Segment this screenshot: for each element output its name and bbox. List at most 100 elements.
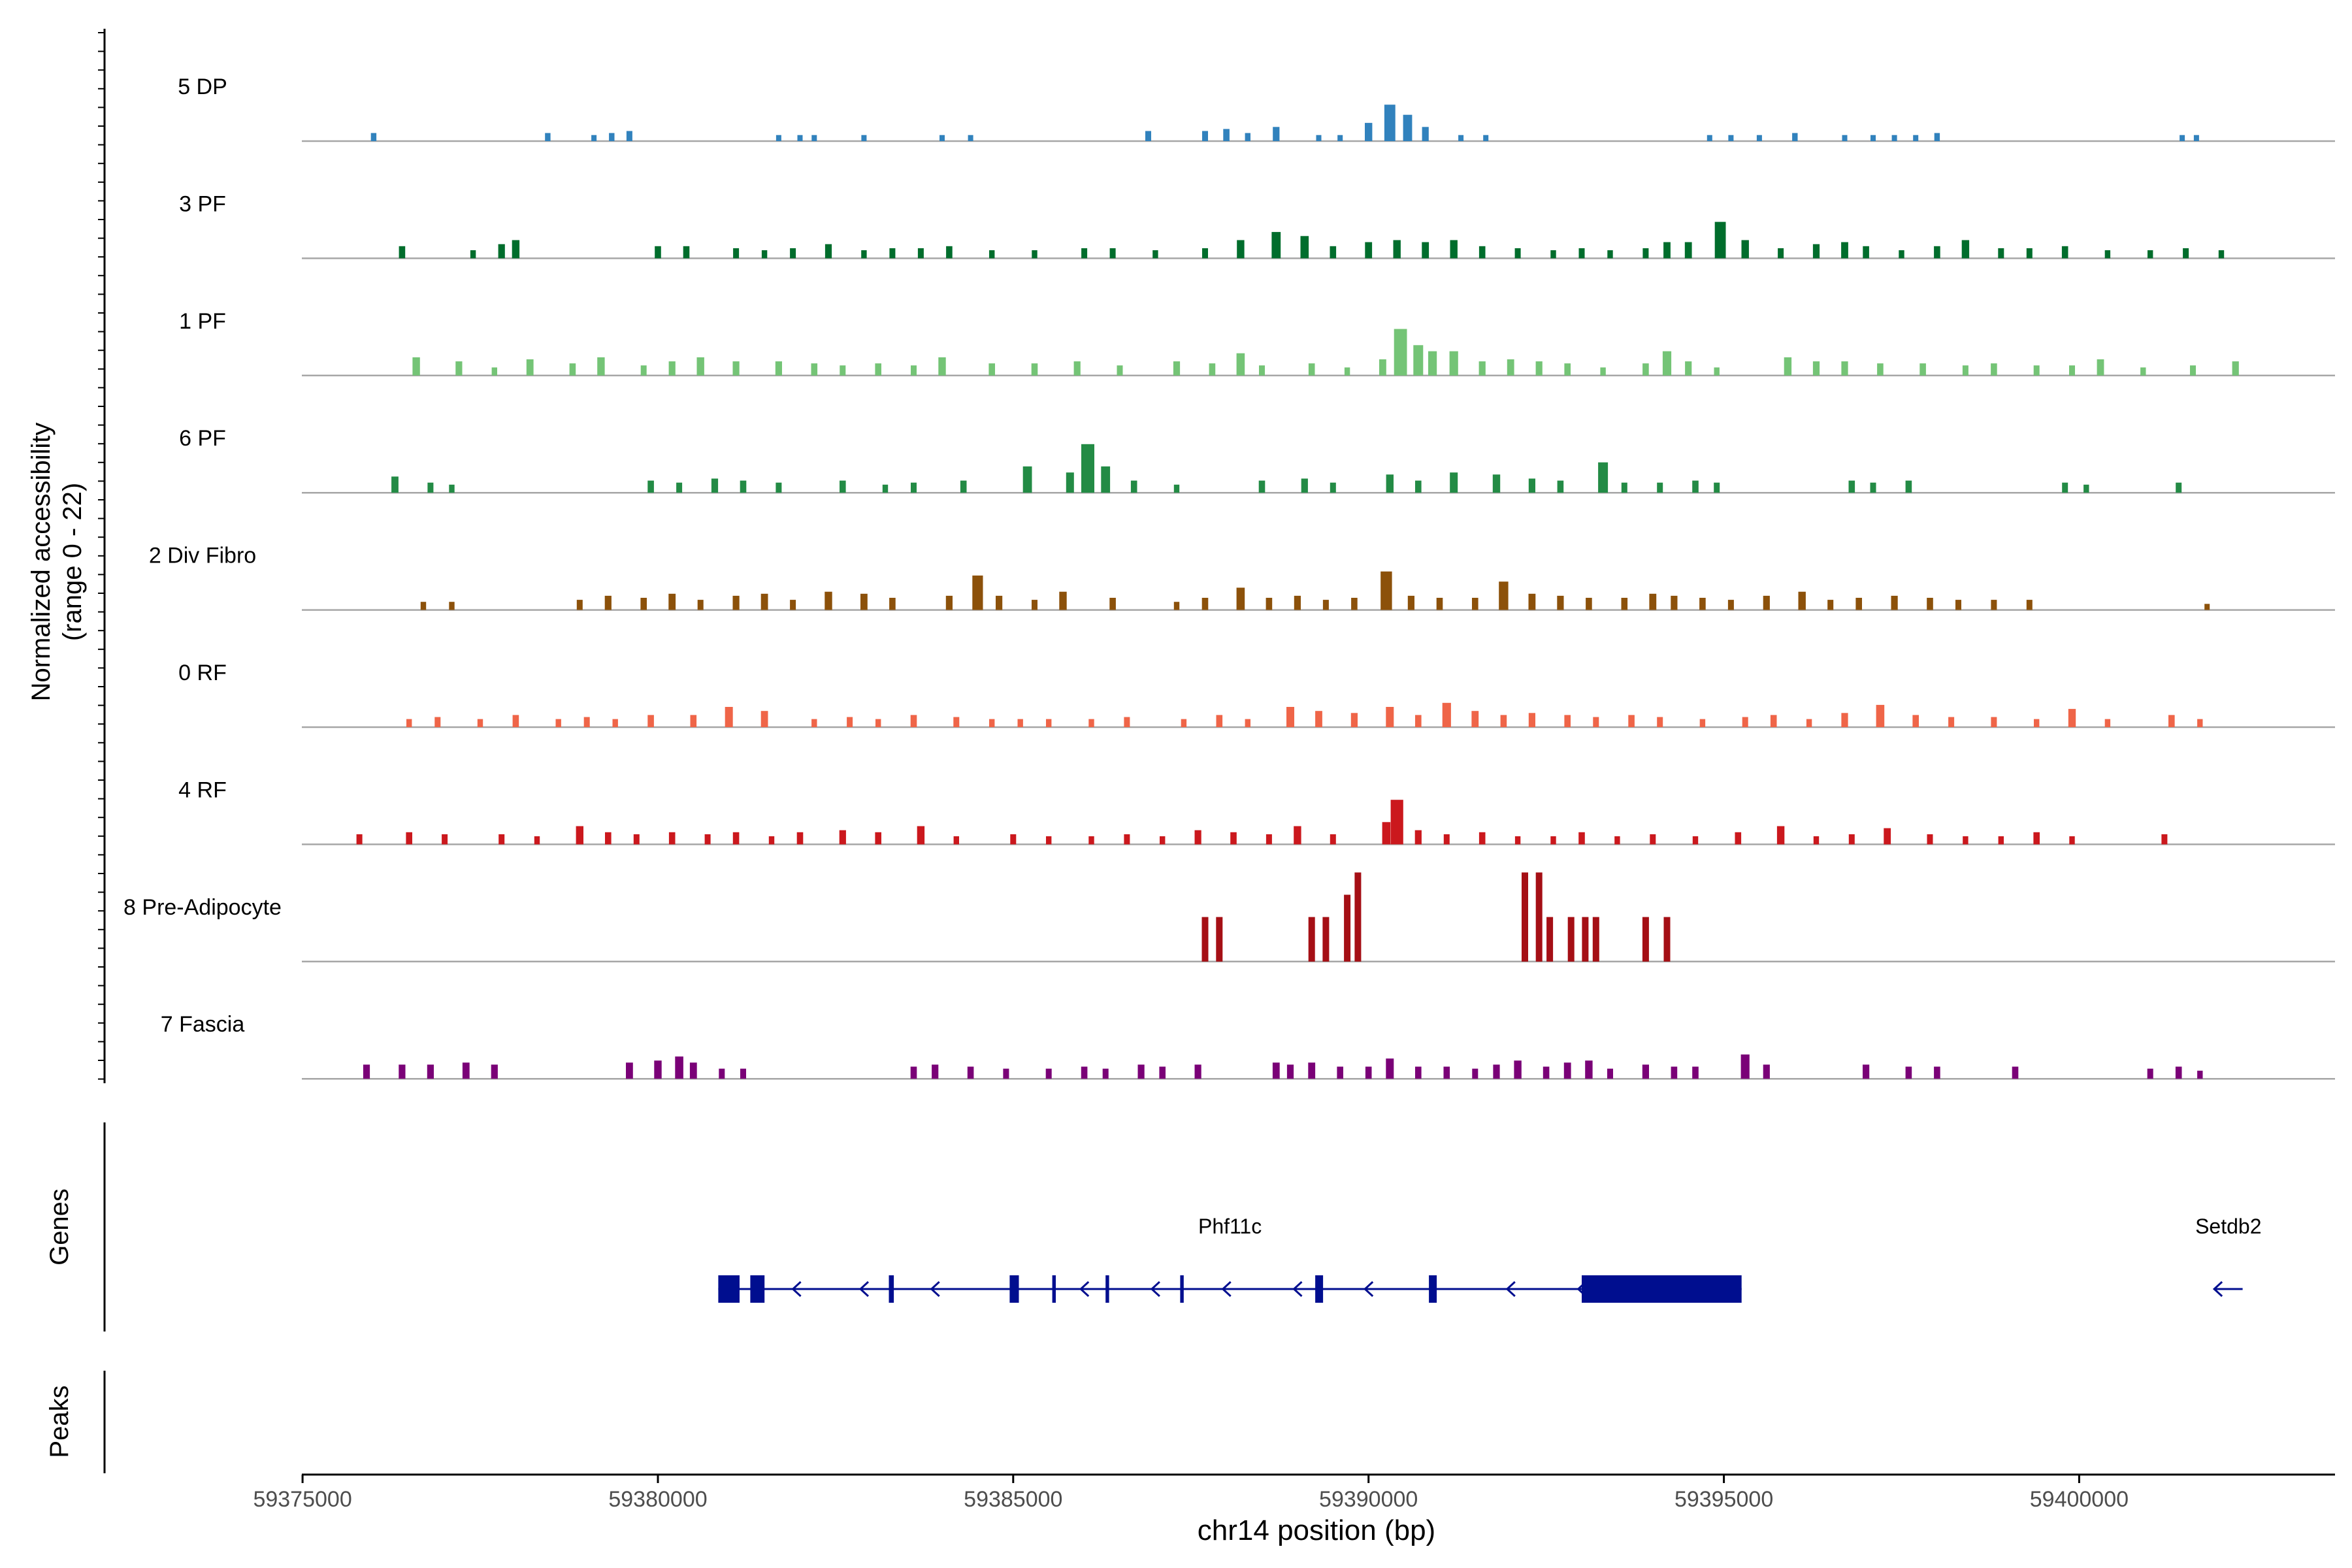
coverage-peak (427, 482, 434, 493)
coverage-peak (1742, 717, 1748, 727)
coverage-peak (654, 1060, 662, 1079)
coverage-peak (1413, 345, 1424, 376)
coverage-peak (1813, 836, 1820, 845)
coverage-peak (591, 135, 597, 141)
coverage-peak (498, 834, 505, 845)
coverage-peak (1201, 917, 1209, 962)
x-tick-label: 59375000 (253, 1487, 351, 1512)
coverage-peak (1230, 832, 1237, 845)
coverage-peak (1081, 444, 1094, 493)
coverage-peak (1117, 365, 1123, 376)
coverage-peak (420, 602, 427, 610)
coverage-peak (442, 834, 448, 845)
coverage-peak (1884, 828, 1891, 845)
coverage-peak (1961, 240, 1970, 259)
coverage-peak (1763, 1064, 1770, 1079)
coverage-peak (2069, 365, 2075, 376)
coverage-peak (569, 363, 576, 376)
coverage-peak (690, 715, 697, 727)
coverage-peak (1045, 1068, 1052, 1079)
coverage-peak (1422, 127, 1429, 141)
coverage-peak (1727, 600, 1734, 610)
coverage-peak (732, 832, 740, 845)
coverage-track: 7 Fascia (161, 1012, 2335, 1080)
coverage-peak (668, 832, 676, 845)
coverage-peak (917, 826, 925, 845)
coverage-peak (1798, 591, 1806, 610)
coverage-peak (711, 478, 719, 493)
coverage-peak (1101, 466, 1111, 493)
coverage-peak (526, 359, 534, 376)
coverage-peak (1350, 713, 1358, 727)
coverage-peak (1714, 482, 1720, 493)
coverage-peak (1600, 367, 1606, 376)
coverage-peak (1344, 894, 1351, 962)
coverage-peak (1692, 1066, 1699, 1079)
coverage-peak (2097, 359, 2104, 376)
coverage-peak (1145, 131, 1151, 141)
coverage-peak (391, 476, 399, 493)
coverage-peak (1848, 834, 1855, 845)
coverage-peak (399, 1064, 406, 1079)
coverage-peak (683, 246, 690, 259)
coverage-peak (633, 834, 640, 845)
coverage-peak (604, 595, 612, 610)
coverage-peak (968, 135, 973, 141)
coverage-peak (875, 832, 881, 845)
coverage-peak (825, 591, 832, 610)
coverage-peak (597, 357, 605, 376)
coverage-peak (732, 361, 740, 376)
coverage-peak (917, 248, 924, 259)
coverage-peak (370, 133, 377, 141)
coverage-peak (1607, 250, 1613, 259)
coverage-peak (1628, 715, 1635, 727)
coverage-peak (1428, 351, 1437, 376)
coverage-peak (911, 482, 917, 493)
coverage-peak (1458, 135, 1464, 141)
coverage-peak (1642, 1064, 1649, 1079)
coverage-peak (1919, 363, 1926, 376)
coverage-peak (1245, 719, 1250, 727)
coverage-peak (609, 133, 615, 141)
coverage-peak (967, 1066, 974, 1079)
coverage-peak (1159, 1066, 1166, 1079)
coverage-peak (1578, 832, 1585, 845)
track-label: 1 PF (179, 309, 226, 334)
gene-exon (889, 1275, 894, 1303)
coverage-peak (498, 244, 505, 259)
x-tick-label: 59390000 (1319, 1487, 1418, 1512)
track-label: 0 RF (178, 661, 227, 685)
coverage-peak (1585, 1060, 1593, 1079)
coverage-peak (512, 715, 519, 727)
coverage-peak (1692, 836, 1699, 845)
coverage-peak (1991, 600, 1997, 610)
coverage-peak (1642, 917, 1649, 962)
coverage-peak (1535, 361, 1543, 376)
coverage-peak (775, 361, 782, 376)
coverage-peak (1258, 480, 1266, 493)
coverage-peak (1963, 836, 1968, 845)
gene-exon (1052, 1275, 1056, 1303)
coverage-peak (2168, 715, 2175, 727)
coverage-peak (1649, 593, 1657, 610)
coverage-peak (1962, 365, 1968, 376)
coverage-peak (491, 367, 497, 376)
coverage-peak (1266, 598, 1273, 610)
gene-exon (750, 1275, 765, 1303)
strand-arrow (2212, 1281, 2223, 1298)
coverage-peak (1202, 248, 1208, 259)
coverage-peak (1728, 135, 1734, 141)
coverage-peak (1564, 363, 1571, 376)
coverage-peak (1550, 836, 1556, 845)
coverage-peak (2176, 482, 2182, 493)
coverage-peak (776, 482, 782, 493)
coverage-peak (725, 707, 733, 727)
coverage-peak (1337, 135, 1343, 141)
gene-exon (1315, 1275, 1324, 1303)
coverage-peak (1344, 367, 1350, 376)
coverage-peak (1707, 135, 1712, 141)
coverage-peak (1478, 361, 1486, 376)
coverage-peak (1714, 367, 1720, 376)
coverage-peak (640, 598, 647, 610)
coverage-peak (1272, 1062, 1280, 1079)
